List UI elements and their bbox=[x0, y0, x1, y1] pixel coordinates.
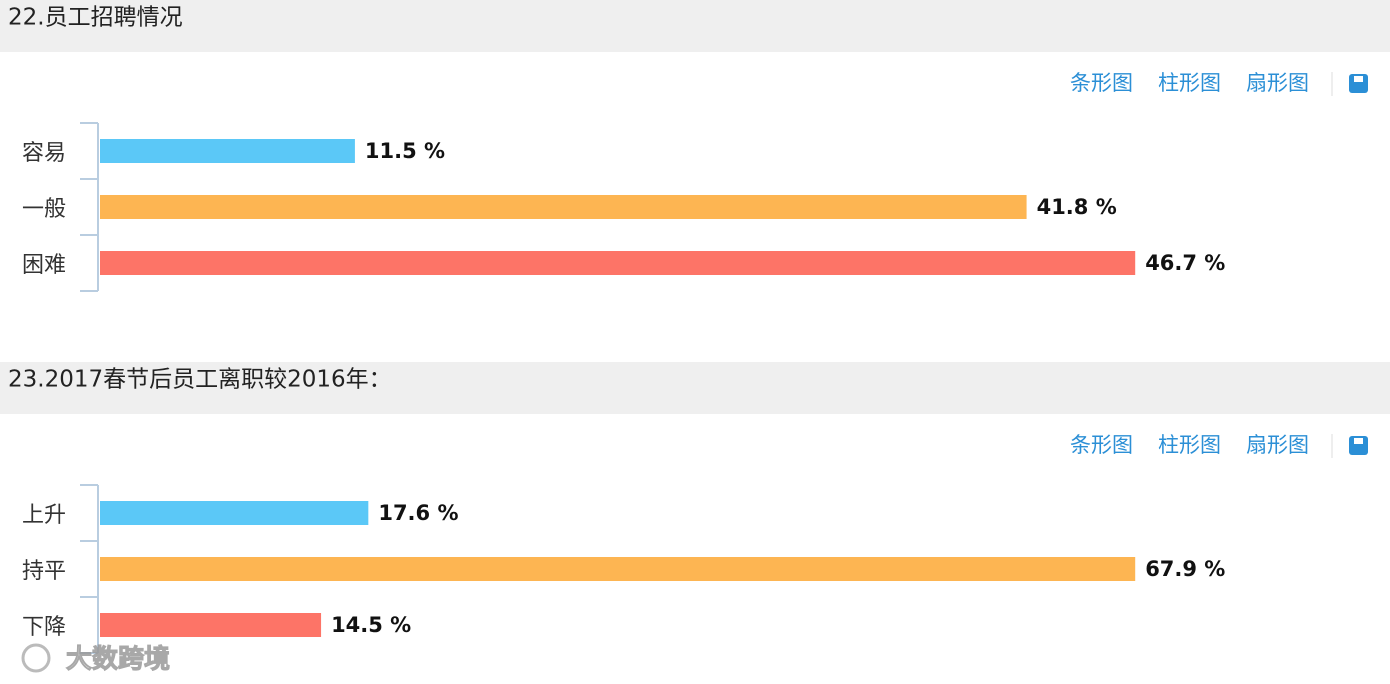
category-label: 容易 bbox=[22, 141, 66, 166]
bar bbox=[100, 613, 322, 637]
bar bbox=[100, 195, 1027, 219]
value-label: 41.8 % bbox=[1037, 195, 1117, 219]
category-label: 上升 bbox=[22, 503, 66, 528]
section-header bbox=[0, 0, 1390, 52]
value-label: 14.5 % bbox=[331, 613, 411, 637]
chart-title: 22.员工招聘情况 bbox=[8, 5, 183, 31]
category-label: 持平 bbox=[22, 559, 66, 584]
value-label: 46.7 % bbox=[1145, 251, 1225, 275]
chart-type-button[interactable]: 条形图 bbox=[1070, 433, 1133, 457]
save-icon-slot bbox=[1354, 76, 1363, 82]
chart-type-button[interactable]: 扇形图 bbox=[1246, 71, 1309, 95]
bar bbox=[100, 501, 369, 525]
category-label: 一般 bbox=[22, 197, 66, 222]
chart-type-button[interactable]: 扇形图 bbox=[1246, 433, 1309, 457]
category-label: 下降 bbox=[22, 615, 66, 640]
watermark: 大数跨境 bbox=[66, 644, 170, 675]
value-label: 11.5 % bbox=[365, 139, 445, 163]
save-icon-slot bbox=[1354, 438, 1363, 444]
chart-type-button[interactable]: 柱形图 bbox=[1158, 71, 1221, 95]
bar bbox=[100, 251, 1136, 275]
watermark-logo bbox=[21, 643, 51, 673]
value-label: 67.9 % bbox=[1145, 557, 1225, 581]
value-label: 17.6 % bbox=[378, 501, 458, 525]
save-button[interactable] bbox=[1349, 436, 1368, 455]
section-header bbox=[0, 362, 1390, 414]
bar bbox=[100, 139, 355, 163]
chart-type-button[interactable]: 条形图 bbox=[1070, 71, 1133, 95]
bar bbox=[100, 557, 1136, 581]
save-button[interactable] bbox=[1349, 74, 1368, 93]
chart-title: 23.2017春节后员工离职较2016年： bbox=[8, 367, 392, 393]
chart-panel bbox=[2, 52, 1390, 322]
chart-type-button[interactable]: 柱形图 bbox=[1158, 433, 1221, 457]
chart-panel bbox=[2, 414, 1390, 684]
category-label: 困难 bbox=[22, 253, 66, 278]
